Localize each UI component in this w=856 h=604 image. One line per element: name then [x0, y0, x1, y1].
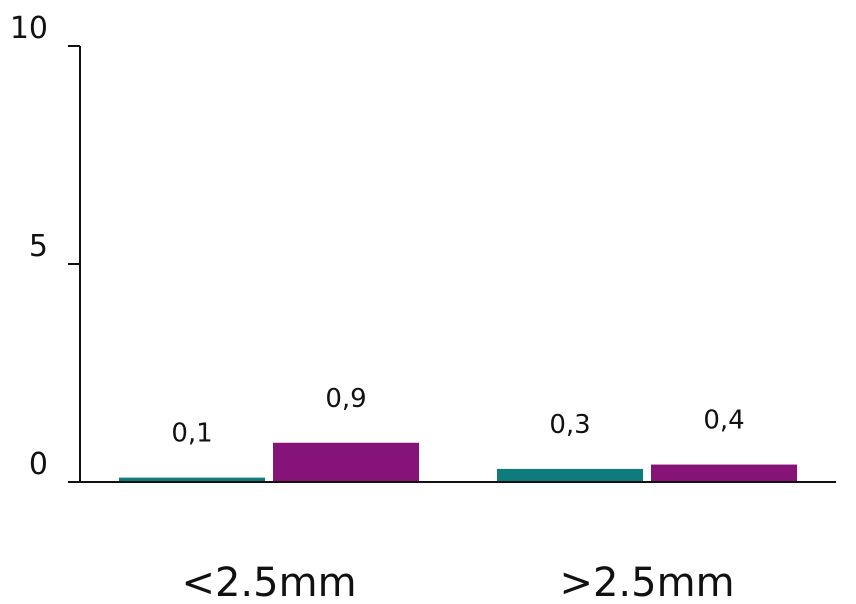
data-label: 0,1: [171, 419, 212, 449]
data-label: 0,3: [549, 410, 590, 440]
y-axis: 0 5 10: [10, 11, 81, 483]
x-axis: <2.5mm >2.5mm: [80, 481, 836, 604]
y-tick-label: 5: [29, 229, 48, 264]
y-tick-label: 10: [10, 11, 48, 46]
data-label: 0,9: [325, 384, 366, 414]
bar: [497, 468, 643, 482]
y-tick-label: 0: [29, 447, 48, 482]
data-label: 0,4: [703, 406, 744, 436]
bar: [273, 442, 419, 482]
bar: [651, 464, 797, 482]
x-category-label: <2.5mm: [181, 560, 356, 604]
bars-layer: [119, 442, 797, 482]
data-labels-layer: 0,1 0,9 0,3 0,4: [171, 384, 744, 449]
x-category-label: >2.5mm: [559, 560, 734, 604]
bar: [119, 477, 265, 482]
